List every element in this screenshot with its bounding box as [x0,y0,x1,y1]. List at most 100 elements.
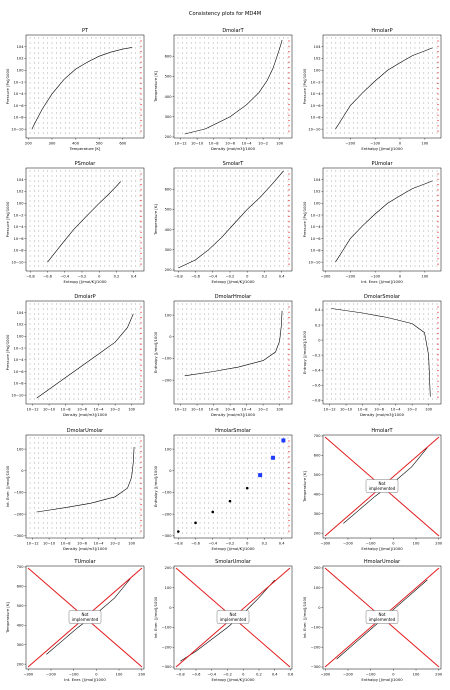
state-point [410,37,411,39]
state-point [348,92,350,94]
state-point [383,200,385,202]
state-point [95,250,97,252]
state-point [248,57,249,59]
state-point [108,255,110,257]
state-point [69,235,70,237]
state-point [47,180,48,182]
state-point [104,67,106,69]
state-point [274,42,276,44]
state-point [366,323,367,325]
state-point [130,132,132,134]
state-point [69,97,70,99]
state-point [60,398,62,400]
state-point [388,170,389,172]
state-point [38,132,40,134]
state-point [122,97,123,99]
state-point [361,313,363,315]
boundary-marker [140,231,142,233]
state-point [221,67,223,69]
state-point [261,383,262,385]
state-point [339,77,341,79]
state-point [47,117,48,119]
y-tick-label: 100 [314,69,322,73]
state-point [234,368,236,370]
state-point [126,378,128,380]
state-point [239,255,240,257]
state-point [29,82,31,84]
state-point [78,180,79,182]
state-point [78,225,79,227]
state-point [252,333,254,335]
state-point [287,77,289,79]
state-point [370,112,372,114]
state-point [199,62,201,64]
boundary-marker [140,348,142,350]
state-point [226,348,227,350]
state-point [239,190,240,192]
state-point [86,313,88,315]
state-point [135,255,136,257]
state-point [401,190,403,192]
state-point [29,358,31,360]
state-point [326,383,328,385]
boundary-marker [140,189,142,191]
state-point [100,230,101,232]
state-point [392,117,394,119]
x-tick-label: 10−10 [191,408,204,412]
boundary-marker [437,114,439,116]
state-point [339,373,341,375]
state-point [278,185,280,187]
state-point [375,92,376,94]
state-point [69,328,70,330]
state-point [230,102,232,104]
state-point [60,92,62,94]
state-point [401,57,403,59]
state-point [274,235,276,237]
state-point [335,215,337,217]
state-point [348,117,350,119]
state-point [226,383,227,385]
boundary-marker [288,364,290,366]
state-point [283,205,284,207]
state-point [388,62,389,64]
state-point [370,92,372,94]
state-point [139,318,141,320]
state-point [108,47,110,49]
state-point [274,82,276,84]
state-point [252,398,254,400]
state-point [388,220,389,222]
state-point [357,47,359,49]
state-point [370,170,372,172]
state-point [348,353,350,355]
state-point [226,250,227,252]
state-point [339,383,341,385]
state-point [405,388,407,390]
state-point [60,230,62,232]
state-point [199,338,201,340]
state-point [405,358,407,360]
state-point [82,303,84,305]
state-point [86,363,88,365]
state-point [73,383,75,385]
state-point [278,52,280,54]
state-point [383,170,385,172]
state-point [139,255,141,257]
state-point [91,170,92,172]
state-point [86,87,88,89]
state-point [339,225,341,227]
state-point [379,250,381,252]
state-point [42,215,44,217]
state-point [383,333,385,335]
state-point [339,343,341,345]
state-point [432,185,433,187]
state-point [283,348,284,350]
state-point [401,303,403,305]
state-point [56,358,57,360]
y-tick-label: 104 [17,45,25,49]
series-line [184,39,283,135]
state-point [42,260,44,262]
state-point [370,62,372,64]
state-point [42,112,44,114]
state-point [226,185,227,187]
state-point [226,180,227,182]
